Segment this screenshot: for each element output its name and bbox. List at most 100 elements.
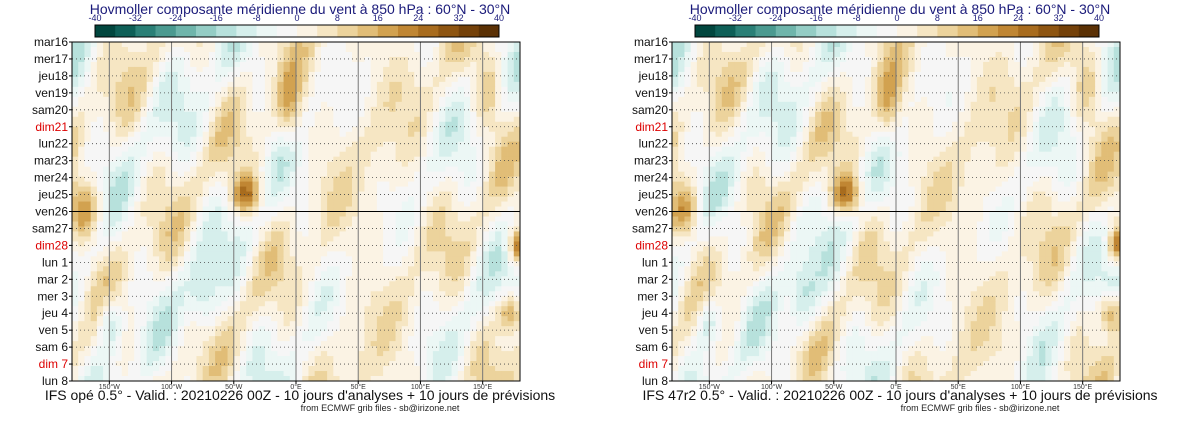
heatmap-cell (476, 121, 484, 128)
heatmap-cell (246, 191, 253, 197)
heatmap-cell (202, 196, 210, 202)
heatmap-cell (196, 316, 204, 322)
heatmap-cell (445, 226, 452, 232)
heatmap-cell (277, 301, 284, 307)
heatmap-cell (513, 106, 521, 113)
heatmap-cell (414, 311, 421, 317)
heatmap-cell (333, 101, 340, 108)
heatmap-cell (308, 236, 316, 242)
heatmap-cell (383, 256, 390, 262)
heatmap-cell (152, 42, 160, 48)
heatmap-cell (439, 96, 446, 103)
heatmap-cell (513, 101, 521, 108)
heatmap-cell (128, 366, 135, 372)
heatmap-cell (277, 171, 284, 178)
heatmap-cell (414, 296, 421, 302)
heatmap-cell (432, 266, 440, 272)
heatmap-cell (233, 156, 241, 163)
heatmap-cell (140, 331, 148, 337)
heatmap-cell (439, 156, 446, 163)
heatmap-cell (271, 81, 278, 88)
heatmap-cell (389, 46, 396, 53)
heatmap-cell (327, 166, 334, 173)
heatmap-cell (476, 321, 484, 327)
heatmap-cell (258, 321, 266, 327)
heatmap-cell (78, 121, 85, 128)
heatmap-cell (414, 51, 421, 58)
heatmap-cell (103, 101, 110, 108)
heatmap-cell (252, 42, 260, 48)
heatmap-cell (352, 291, 359, 297)
heatmap-cell (215, 366, 222, 372)
heatmap-cell (72, 231, 79, 237)
heatmap-cell (109, 81, 116, 88)
heatmap-cell (345, 246, 353, 252)
heatmap-cell (152, 281, 160, 287)
heatmap-cell (451, 236, 459, 242)
heatmap-cell (327, 231, 334, 237)
heatmap-cell (152, 311, 160, 317)
heatmap-cell (457, 71, 465, 78)
heatmap-cell (227, 221, 235, 227)
heatmap-cell (140, 321, 148, 327)
heatmap-cell (252, 131, 260, 138)
heatmap-cell (395, 91, 403, 98)
heatmap-cell (240, 221, 247, 227)
heatmap-cell (414, 291, 421, 297)
heatmap-cell (258, 166, 266, 173)
heatmap-cell (221, 246, 228, 252)
heatmap-cell (383, 161, 390, 168)
heatmap-cell (146, 331, 154, 337)
heatmap-cell (383, 106, 390, 113)
heatmap-cell (264, 141, 272, 148)
heatmap-cell (401, 226, 409, 232)
heatmap-cell (439, 86, 446, 93)
heatmap-cell (495, 286, 502, 292)
heatmap-cell (271, 76, 278, 83)
heatmap-cell (96, 321, 104, 327)
heatmap-cell (432, 42, 440, 48)
heatmap-cell (327, 71, 334, 78)
heatmap-cell (470, 126, 477, 133)
heatmap-cell (320, 91, 328, 98)
heatmap-cell (184, 126, 191, 133)
heatmap-cell (296, 201, 303, 207)
heatmap-cell (103, 181, 110, 187)
heatmap-cell (370, 291, 378, 297)
heatmap-cell (364, 231, 372, 237)
heatmap-cell (184, 51, 191, 58)
heatmap-cell (258, 236, 266, 242)
heatmap-cell (383, 46, 390, 53)
heatmap-cell (401, 201, 409, 207)
heatmap-cell (495, 296, 502, 302)
heatmap-cell (252, 241, 260, 247)
heatmap-cell (439, 266, 446, 272)
heatmap-cell (252, 341, 260, 347)
heatmap-cell (233, 101, 241, 108)
heatmap-cell (146, 366, 154, 372)
heatmap-cell (451, 86, 459, 93)
heatmap-cell (240, 186, 247, 192)
heatmap-cell (96, 161, 104, 168)
heatmap-cell (196, 226, 204, 232)
heatmap-cell (445, 216, 452, 222)
heatmap-cell (103, 331, 110, 337)
heatmap-cell (308, 331, 316, 337)
heatmap-cell (165, 171, 172, 178)
heatmap-cell (221, 201, 228, 207)
heatmap-cell (128, 326, 135, 332)
heatmap-cell (146, 221, 154, 227)
heatmap-cell (358, 226, 365, 232)
heatmap-cell (408, 266, 415, 272)
heatmap-cell (445, 171, 452, 178)
heatmap-cell (389, 331, 396, 337)
heatmap-cell (352, 146, 359, 153)
heatmap-cell (159, 251, 166, 257)
heatmap-cell (277, 341, 284, 347)
heatmap-cell (215, 156, 222, 163)
heatmap-cell (476, 296, 484, 302)
heatmap-cell (109, 91, 116, 98)
heatmap-cell (364, 171, 372, 178)
heatmap-cell (445, 231, 452, 237)
heatmap-cell (445, 96, 452, 103)
